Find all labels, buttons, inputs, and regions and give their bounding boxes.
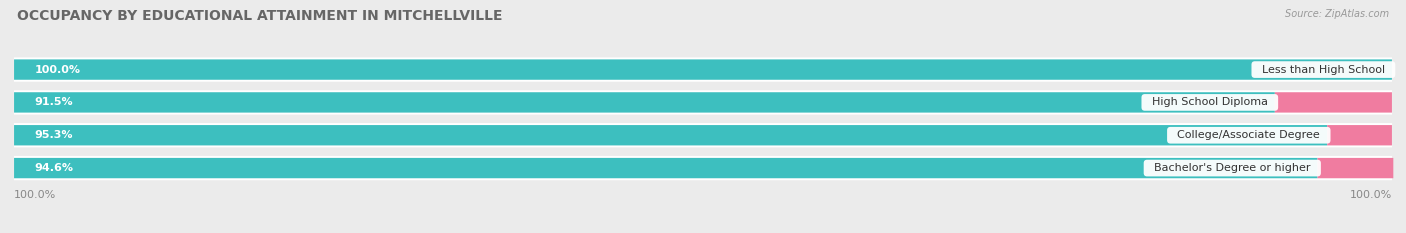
Text: 100.0%: 100.0% <box>1350 190 1392 200</box>
Text: Less than High School: Less than High School <box>1254 65 1392 75</box>
FancyBboxPatch shape <box>14 58 1392 82</box>
Text: 100.0%: 100.0% <box>14 190 56 200</box>
FancyBboxPatch shape <box>14 125 1327 145</box>
FancyBboxPatch shape <box>14 156 1392 180</box>
Text: OCCUPANCY BY EDUCATIONAL ATTAINMENT IN MITCHELLVILLE: OCCUPANCY BY EDUCATIONAL ATTAINMENT IN M… <box>17 9 502 23</box>
Text: College/Associate Degree: College/Associate Degree <box>1170 130 1327 140</box>
Text: 94.6%: 94.6% <box>35 163 73 173</box>
Text: Bachelor's Degree or higher: Bachelor's Degree or higher <box>1147 163 1317 173</box>
FancyBboxPatch shape <box>14 92 1275 113</box>
FancyBboxPatch shape <box>1327 125 1392 145</box>
FancyBboxPatch shape <box>14 158 1317 178</box>
FancyBboxPatch shape <box>14 123 1392 147</box>
Text: 95.3%: 95.3% <box>35 130 73 140</box>
Text: 100.0%: 100.0% <box>35 65 80 75</box>
Text: Source: ZipAtlas.com: Source: ZipAtlas.com <box>1285 9 1389 19</box>
Text: High School Diploma: High School Diploma <box>1144 97 1275 107</box>
FancyBboxPatch shape <box>14 59 1392 80</box>
Text: 91.5%: 91.5% <box>35 97 73 107</box>
FancyBboxPatch shape <box>1317 158 1393 178</box>
FancyBboxPatch shape <box>14 90 1392 115</box>
FancyBboxPatch shape <box>1275 92 1392 113</box>
